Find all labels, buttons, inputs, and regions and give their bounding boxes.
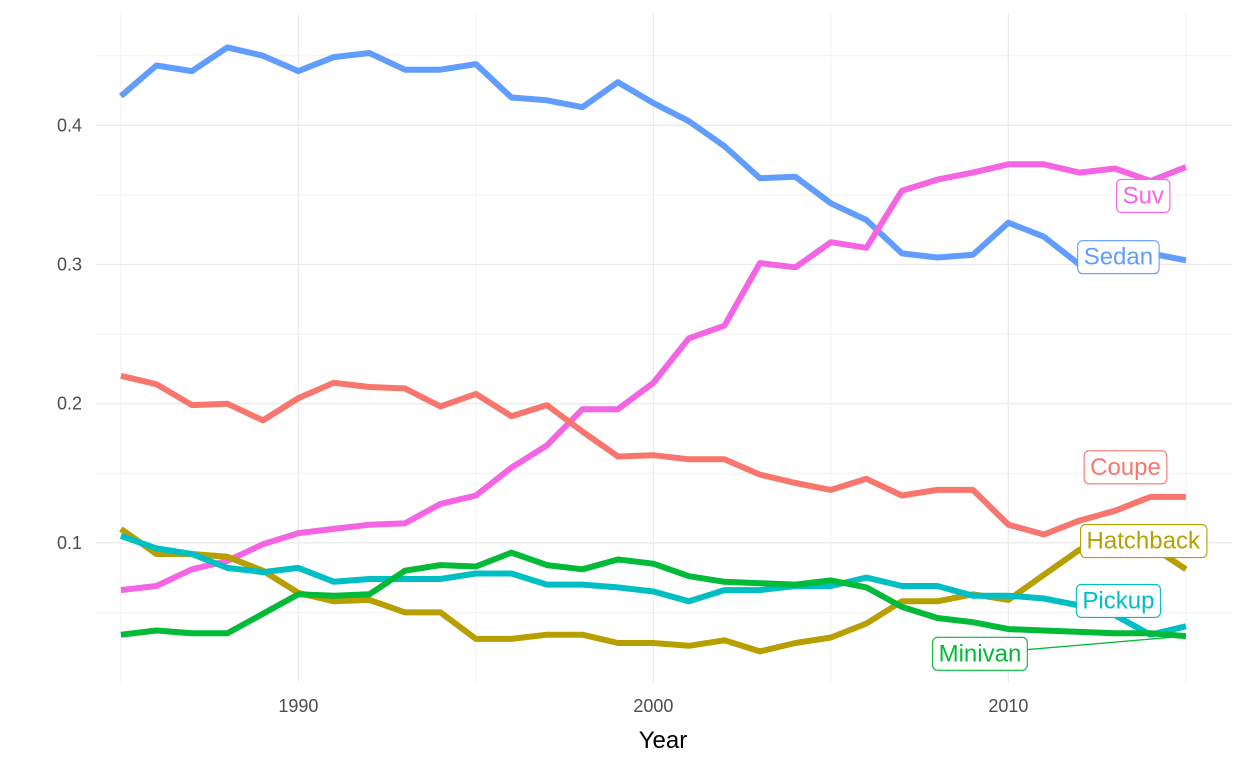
series-label-text-suv: Suv (1123, 182, 1164, 209)
x-axis-tick-labels: 1990 2000 2010 (278, 696, 1028, 716)
major-gridlines (96, 14, 1232, 682)
series-label-text-coupe: Coupe (1090, 454, 1161, 481)
x-tick-label: 2000 (633, 696, 673, 716)
series-label-box-minivan (932, 636, 1028, 671)
series-line-pickup (119, 533, 1187, 638)
series-label-box-hatchback (1080, 523, 1208, 559)
series-label-suv: Suv (1116, 178, 1171, 213)
series-line-suv (120, 161, 1187, 594)
series-label-text-sedan: Sedan (1084, 244, 1153, 271)
series-label-text-minivan: Minivan (939, 640, 1022, 667)
series-label-sedan: Sedan (1077, 240, 1160, 275)
series-label-minivan: Minivan (932, 635, 1186, 671)
series-label-box-coupe (1083, 450, 1168, 485)
y-tick-label: 0.1 (57, 533, 82, 553)
series-label-hatchback: Hatchback (1080, 523, 1208, 559)
minor-gridlines (96, 14, 1232, 682)
x-tick-label: 1990 (278, 696, 318, 716)
y-axis-tick-labels: 0.1 0.2 0.3 0.4 (57, 115, 82, 553)
series-line-sedan (118, 44, 1187, 268)
series-lines (118, 44, 1188, 655)
series-label-box-suv (1116, 178, 1171, 213)
x-axis-title: Year (639, 727, 688, 754)
series-label-text-hatchback: Hatchback (1087, 528, 1201, 555)
y-tick-label: 0.2 (57, 394, 82, 414)
series-line-coupe (120, 372, 1186, 538)
series-label-pickup: Pickup (1075, 583, 1161, 618)
series-label-box-pickup (1075, 583, 1161, 618)
series-label-text-pickup: Pickup (1082, 587, 1154, 614)
series-label-box-sedan (1077, 240, 1160, 275)
series-labels: Suv Sedan Coupe Hatchback Pickup Minivan (932, 178, 1208, 671)
x-tick-label: 2010 (988, 696, 1028, 716)
series-line-minivan (120, 549, 1187, 640)
series-label-coupe: Coupe (1083, 450, 1168, 485)
y-tick-label: 0.4 (57, 115, 82, 135)
y-tick-label: 0.3 (57, 255, 82, 275)
